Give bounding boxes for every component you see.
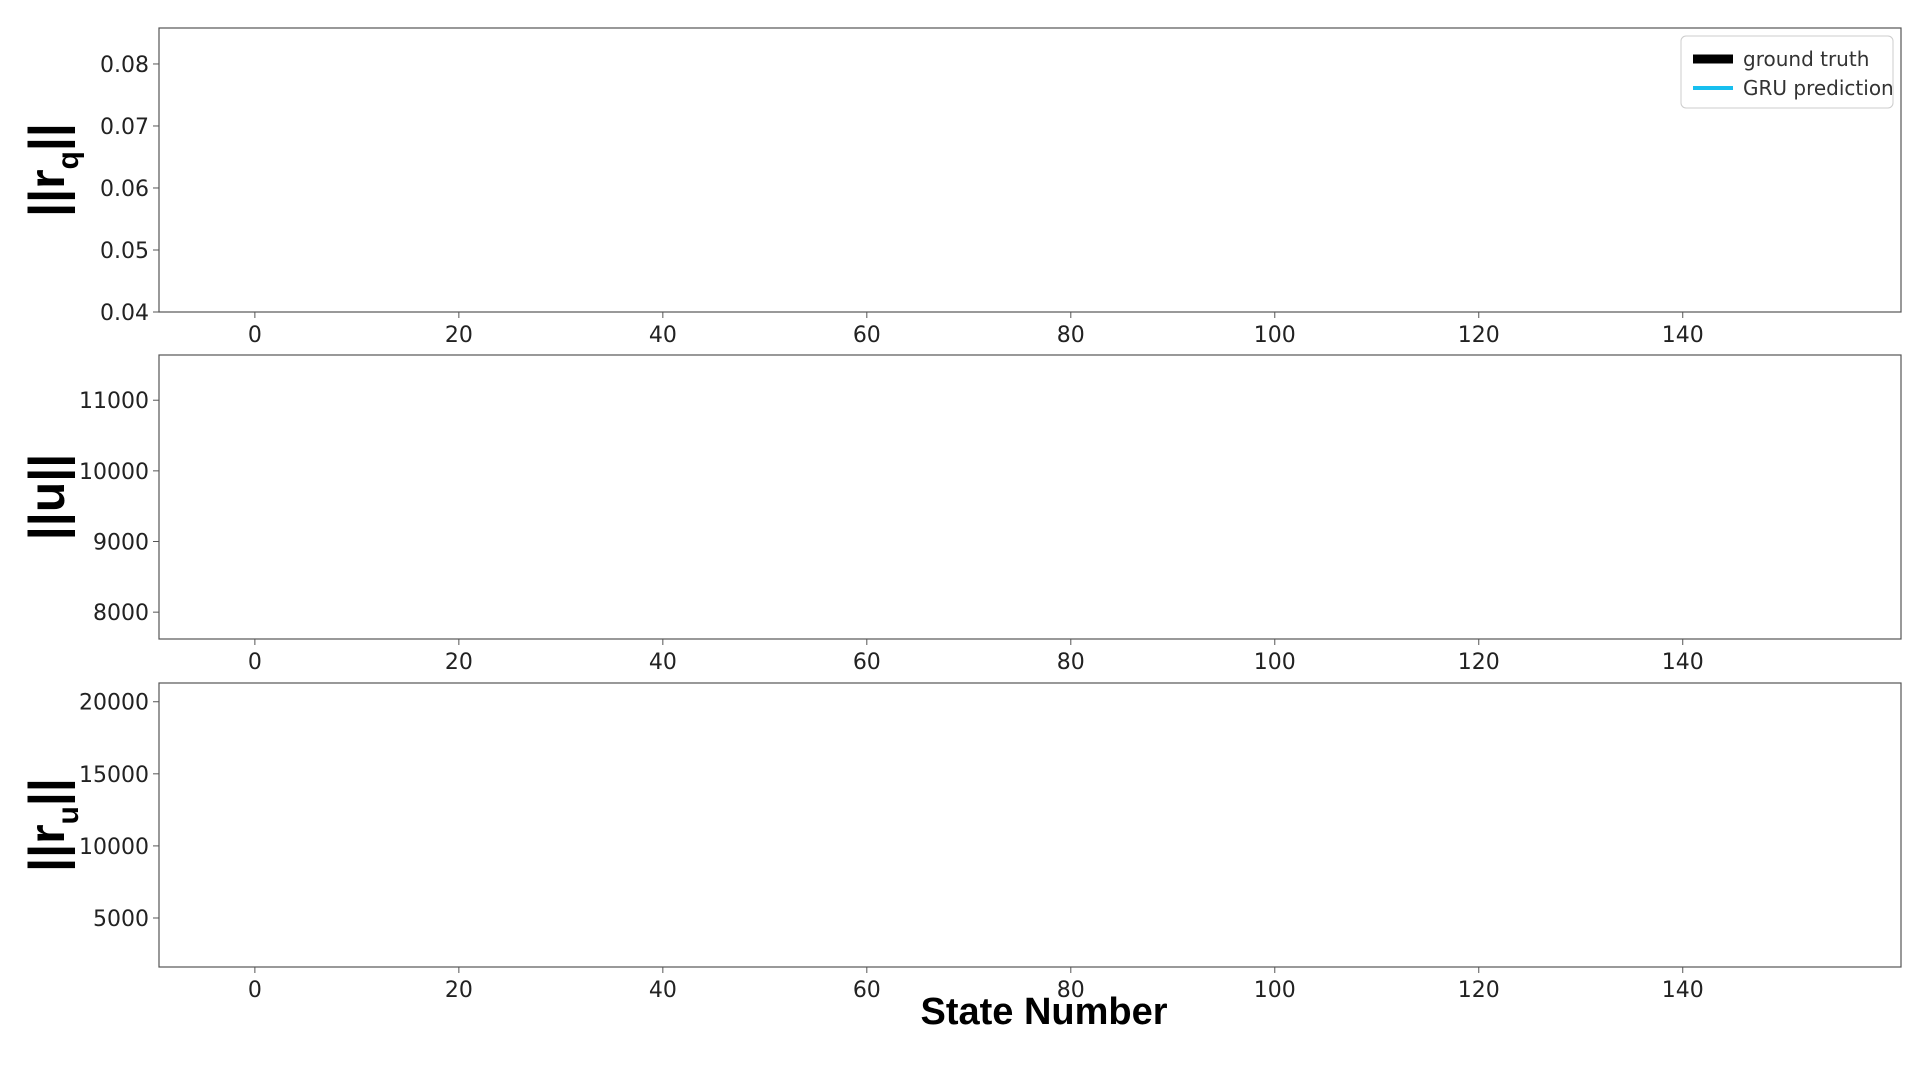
y-axis-label-subscript: u xyxy=(52,806,85,824)
y-tick-label: 9000 xyxy=(93,531,149,556)
y-tick-label: 11000 xyxy=(79,389,149,414)
y-tick-label: 8000 xyxy=(93,601,149,626)
x-tick-label: 20 xyxy=(445,978,473,1003)
x-tick-label: 40 xyxy=(649,650,677,675)
y-tick-label: 10000 xyxy=(79,460,149,485)
x-tick-label: 140 xyxy=(1662,978,1704,1003)
y-axis-label-main: ||r xyxy=(19,824,76,871)
plots-group: 0 20 40 60 80 100 120 140 0.04 0.05 0.06 0.07 0.08 ||… xyxy=(19,27,1902,1003)
plot-panel-1: 0 20 40 60 80 100 120 140 0.04 0.05 0.06 0.07 0.08 ||… xyxy=(19,27,1902,348)
y-tick-label: 0.07 xyxy=(100,115,149,140)
legend-label-ground-truth: ground truth xyxy=(1743,47,1869,71)
x-tick-label: 100 xyxy=(1254,978,1296,1003)
x-tick-label: 0 xyxy=(248,650,262,675)
y-axis-label: ||ru|| xyxy=(19,778,85,872)
plot-panel-3: 0 20 40 60 80 100 120 140 5000 10000 15000 20000 ||r… xyxy=(19,682,1902,1003)
x-tick-label: 60 xyxy=(853,323,881,348)
legend-label-gru-prediction: GRU prediction xyxy=(1743,76,1894,100)
x-tick-label: 60 xyxy=(853,650,881,675)
y-axis-label: ||u|| xyxy=(19,454,76,541)
y-axis-label: ||rq|| xyxy=(19,123,85,217)
y-tick-label: 0.05 xyxy=(100,239,149,264)
y-axis-label-subscript: q xyxy=(52,151,85,169)
y-axis-label-main: ||u|| xyxy=(19,454,76,541)
x-tick-label: 40 xyxy=(649,323,677,348)
axes-frame xyxy=(158,354,1902,640)
y-tick-label: 10000 xyxy=(79,835,149,860)
y-axis-label-end: || xyxy=(19,778,76,806)
y-tick-label: 15000 xyxy=(79,763,149,788)
x-tick-label: 60 xyxy=(853,978,881,1003)
x-tick-label: 80 xyxy=(1057,323,1085,348)
plot-panel-2: 0 20 40 60 80 100 120 140 8000 9000 10000 11000 ||u|… xyxy=(19,354,1902,675)
legend-box xyxy=(1680,35,1894,109)
axes-frame xyxy=(158,27,1902,313)
x-tick-label: 100 xyxy=(1254,323,1296,348)
x-tick-label: 0 xyxy=(248,978,262,1003)
y-tick-label: 5000 xyxy=(93,907,149,932)
x-tick-label: 40 xyxy=(649,978,677,1003)
axes-frame xyxy=(158,682,1902,968)
x-tick-label: 80 xyxy=(1057,978,1085,1003)
y-tick-label: 20000 xyxy=(79,691,149,716)
x-tick-label: 20 xyxy=(445,650,473,675)
legend: ground truth GRU prediction xyxy=(1680,35,1894,109)
x-tick-label: 120 xyxy=(1458,650,1500,675)
y-tick-label: 0.06 xyxy=(100,177,149,202)
y-axis-label-end: || xyxy=(19,123,76,151)
x-tick-label: 100 xyxy=(1254,650,1296,675)
x-tick-label: 140 xyxy=(1662,650,1704,675)
x-tick-label: 20 xyxy=(445,323,473,348)
y-tick-label: 0.04 xyxy=(100,301,149,326)
x-tick-label: 120 xyxy=(1458,323,1500,348)
y-tick-label: 0.08 xyxy=(100,53,149,78)
x-axis-label: State Number xyxy=(920,991,1167,1033)
x-tick-label: 140 xyxy=(1662,323,1704,348)
x-tick-label: 80 xyxy=(1057,650,1085,675)
x-tick-label: 120 xyxy=(1458,978,1500,1003)
y-axis-label-main: ||r xyxy=(19,169,76,216)
x-tick-label: 0 xyxy=(248,323,262,348)
